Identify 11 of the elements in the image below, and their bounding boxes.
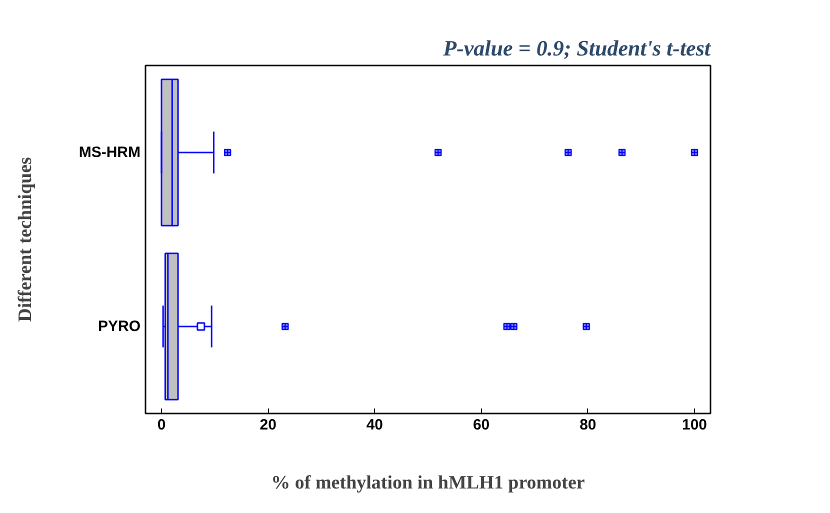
y-axis-title: Different techniques bbox=[14, 157, 36, 322]
x-tick-label: 0 bbox=[157, 416, 166, 434]
x-tick-label: 80 bbox=[580, 416, 596, 434]
x-axis-title: % of methylation in hMLH1 promoter bbox=[271, 472, 586, 494]
x-tick-label: 20 bbox=[260, 416, 276, 434]
chart-title: P-value = 0.9; Student's t-test bbox=[442, 36, 712, 60]
x-tick-label: 100 bbox=[682, 416, 708, 434]
x-tick-label: 40 bbox=[366, 416, 384, 434]
y-tick-label: PYRO bbox=[98, 318, 141, 335]
y-tick-label: MS-HRM bbox=[78, 144, 140, 161]
x-tick-label: 60 bbox=[472, 416, 490, 434]
